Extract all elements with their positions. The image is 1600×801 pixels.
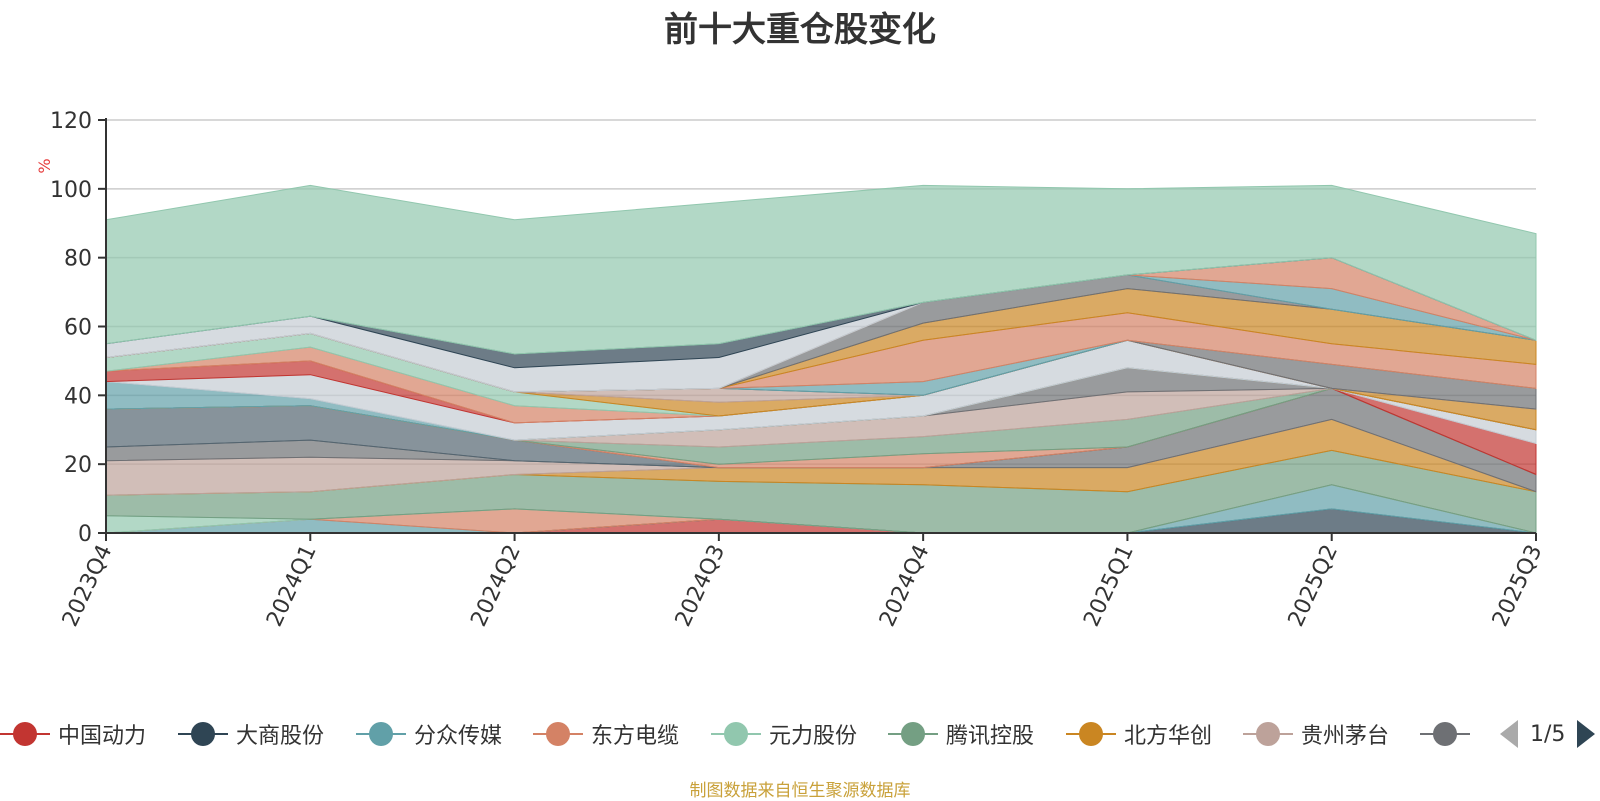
legend-label: 大商股份 <box>236 724 325 749</box>
legend-item[interactable]: 东方电缆 <box>533 716 679 752</box>
legend-marker-icon <box>711 716 761 752</box>
x-tick-label: 2025Q1 <box>1079 541 1139 631</box>
legend-label: 分众传媒 <box>414 724 503 749</box>
legend-marker-icon <box>178 716 228 752</box>
legend-prev-page-icon[interactable] <box>1500 720 1518 748</box>
legend-label: 元力股份 <box>769 724 858 749</box>
legend-label: 腾讯控股 <box>946 724 1035 749</box>
legend-item[interactable]: 元力股份 <box>711 716 857 752</box>
y-tick-label: 20 <box>64 453 92 478</box>
x-tick-label: 2024Q3 <box>671 541 731 631</box>
source-note: 制图数据来自恒生聚源数据库 <box>689 781 911 801</box>
legend-item[interactable]: 中国动力 <box>0 716 146 752</box>
stacked-areas <box>105 184 1537 534</box>
x-tick-label: 2024Q1 <box>262 541 322 631</box>
y-tick-label: 40 <box>64 384 92 409</box>
legend-item[interactable]: 分众传媒 <box>356 716 502 752</box>
y-tick-label: 0 <box>78 522 92 547</box>
y-tick-label: 120 <box>50 109 92 134</box>
area-series-33[interactable] <box>105 184 1537 355</box>
legend-marker-icon <box>1420 716 1470 752</box>
legend-marker-icon <box>1066 716 1116 752</box>
legend-item[interactable]: 北方华创 <box>1066 716 1212 752</box>
x-tick-label: 2024Q4 <box>875 541 935 631</box>
legend-next-page-icon[interactable] <box>1577 720 1596 748</box>
legend-label: 北方华创 <box>1124 724 1213 749</box>
legend-pager: 1/5 <box>1500 716 1596 752</box>
legend: 中国动力 大商股份 分众传媒 东方电缆 元力股份 腾讯控股 北方华创 贵州茅台 <box>0 716 1485 756</box>
legend-marker-icon <box>533 716 583 752</box>
legend-marker-icon <box>356 716 406 752</box>
legend-item[interactable]: 大商股份 <box>178 716 324 752</box>
chart-title: 前十大重仓股变化 <box>664 10 936 50</box>
legend-page-indicator: 1/5 <box>1530 721 1566 747</box>
legend-item[interactable]: 贵州茅台 <box>1243 716 1389 752</box>
x-tick-label: 2025Q3 <box>1488 541 1548 631</box>
y-tick-label: 80 <box>64 247 92 272</box>
legend-label: 贵州茅台 <box>1301 724 1390 749</box>
legend-marker-icon <box>0 716 50 752</box>
legend-marker-icon <box>1243 716 1293 752</box>
y-tick-label: 100 <box>50 178 92 203</box>
x-tick-label: 2025Q2 <box>1284 541 1344 631</box>
legend-marker-icon <box>888 716 938 752</box>
y-tick-label: 60 <box>64 316 92 341</box>
legend-label: 中国动力 <box>58 724 147 749</box>
legend-item[interactable] <box>1420 716 1478 752</box>
x-tick-label: 2024Q2 <box>466 541 526 631</box>
legend-item[interactable]: 腾讯控股 <box>888 716 1034 752</box>
legend-label: 东方电缆 <box>591 724 680 749</box>
y-axis-unit-label: % <box>35 158 54 173</box>
x-tick-label: 2023Q4 <box>58 541 118 631</box>
